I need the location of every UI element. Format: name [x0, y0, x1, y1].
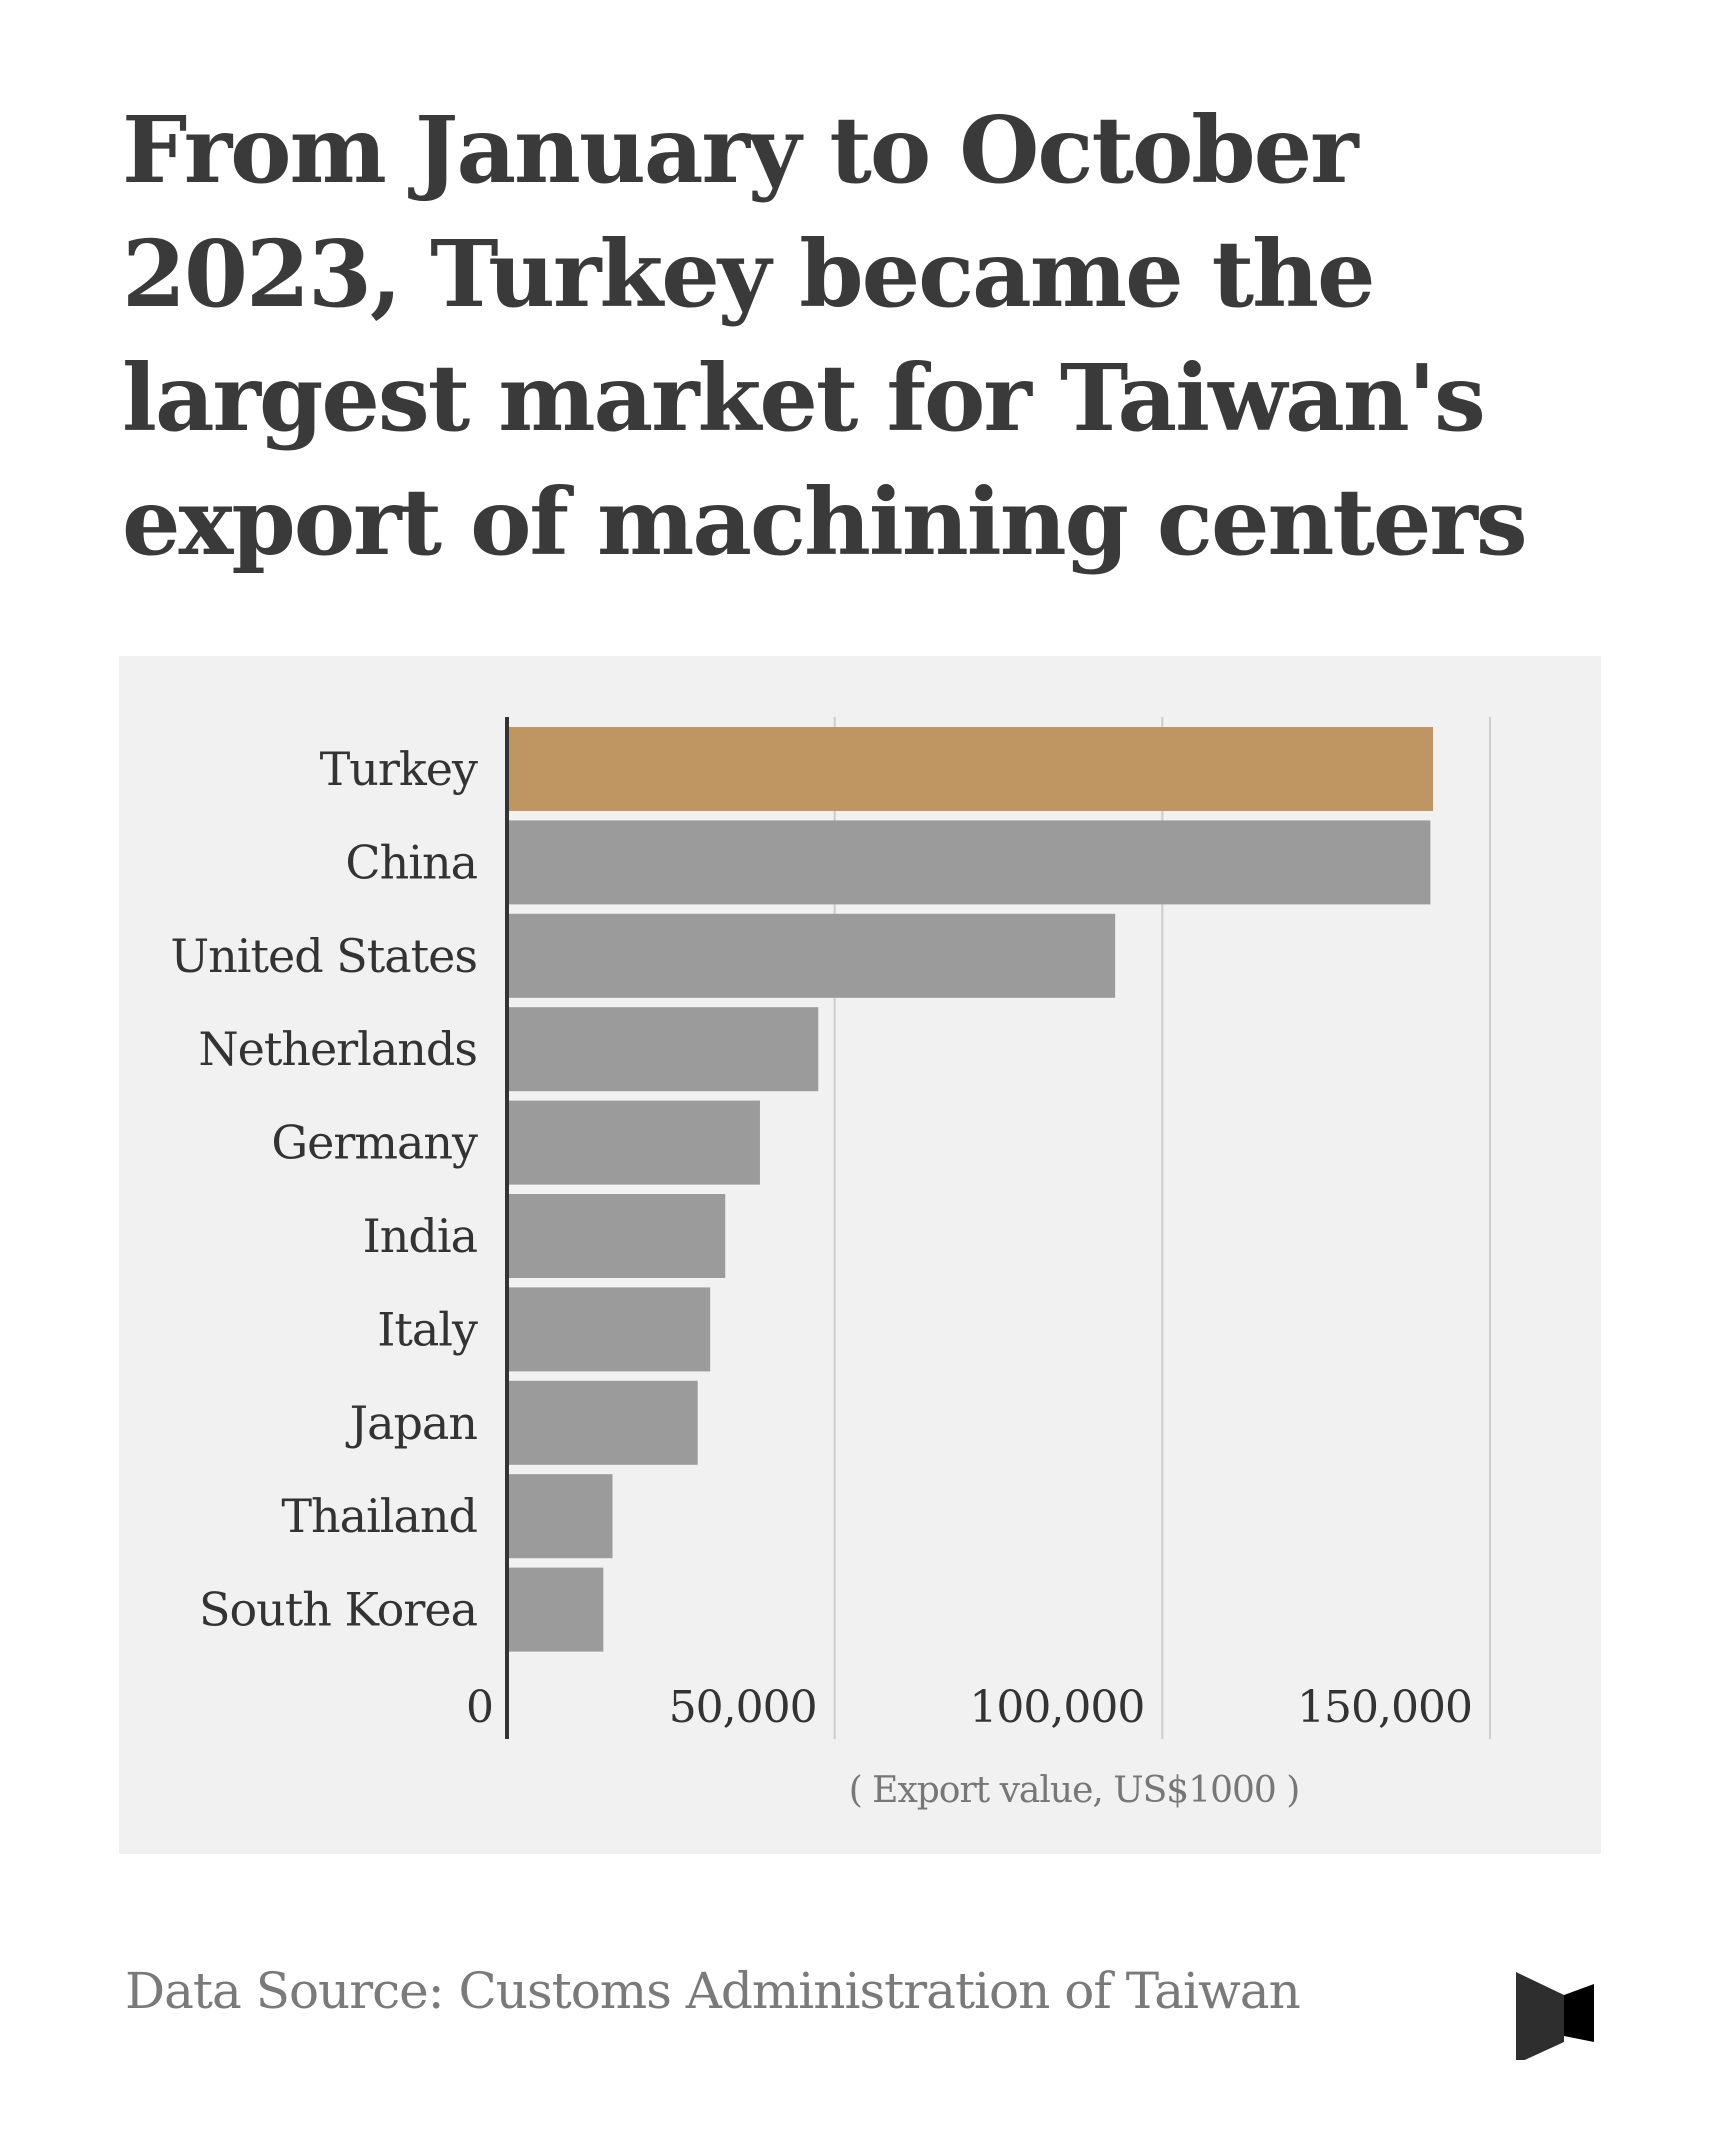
x-tick-label: 50,000	[669, 1682, 817, 1733]
category-label: China	[345, 835, 477, 889]
chart-title: From January to October 2023, Turkey bec…	[122, 96, 1528, 576]
bar-turkey	[507, 727, 1433, 811]
category-label: South Korea	[199, 1583, 478, 1637]
bar-india	[507, 1194, 726, 1278]
x-axis-title: ( Export value, US$1000 )	[849, 1770, 1300, 1811]
bar-netherlands	[507, 1007, 819, 1092]
category-label: Japan	[346, 1396, 478, 1450]
bar-south-korea	[507, 1567, 604, 1652]
bar-thailand	[507, 1474, 613, 1559]
bar-united-states	[507, 913, 1116, 998]
bar-germany	[507, 1100, 760, 1185]
category-label: Turkey	[320, 742, 478, 796]
category-label: United States	[170, 929, 477, 983]
data-source: Data Source: Customs Administration of T…	[125, 1962, 1301, 2020]
brand-logo-icon	[1516, 1972, 1594, 2060]
category-label: India	[363, 1209, 478, 1263]
category-label: Thailand	[281, 1489, 477, 1543]
bar-italy	[507, 1287, 711, 1372]
bar-china	[507, 820, 1431, 905]
category-label: Germany	[271, 1116, 478, 1170]
x-tick-label: 100,000	[969, 1682, 1144, 1733]
x-tick-label: 0	[466, 1682, 493, 1733]
category-label: Italy	[377, 1302, 478, 1356]
category-label: Netherlands	[198, 1022, 477, 1076]
x-tick-label: 150,000	[1297, 1682, 1472, 1733]
bar-japan	[507, 1380, 698, 1465]
